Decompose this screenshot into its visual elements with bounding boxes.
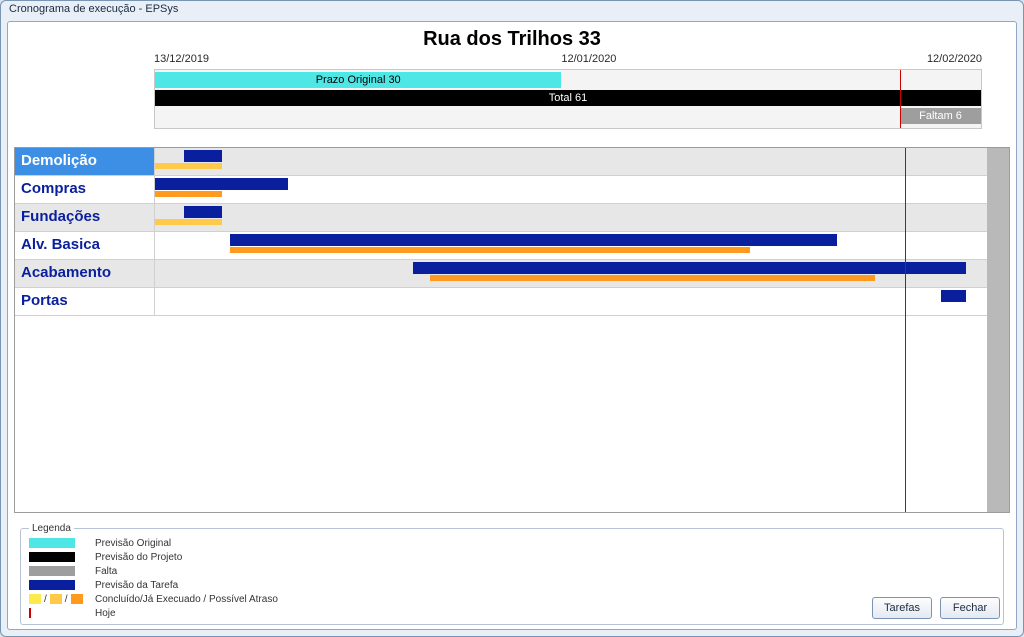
date-label: 12/01/2020 xyxy=(561,53,616,65)
row-track xyxy=(155,148,987,175)
row-label: Compras xyxy=(15,176,155,203)
exec-bar[interactable] xyxy=(230,247,750,253)
row-track xyxy=(155,176,987,203)
window: Cronograma de execução - EPSys Rua dos T… xyxy=(0,0,1024,637)
row-label: Demolição xyxy=(15,148,155,175)
button-row: Tarefas Fechar xyxy=(872,597,1000,619)
project-title: Rua dos Trilhos 33 xyxy=(14,22,1010,51)
task-bar[interactable] xyxy=(184,150,221,162)
legend-swatch xyxy=(71,594,83,604)
legend-text: Previsão do Projeto xyxy=(95,552,182,563)
legend-swatch xyxy=(29,580,75,590)
legend-text: Previsão Original xyxy=(95,538,171,549)
summary-bar-prazo-original: Prazo Original 30 xyxy=(155,72,561,88)
content-pane: Rua dos Trilhos 33 13/12/201912/01/20201… xyxy=(7,21,1017,630)
task-bar[interactable] xyxy=(184,206,221,218)
gantt-row-fundacoes[interactable]: Fundações xyxy=(15,204,987,232)
legend-row: Previsão da Tarefa xyxy=(29,578,995,592)
date-label: 13/12/2019 xyxy=(154,53,209,65)
row-track xyxy=(155,260,987,287)
summary-timeline: 13/12/2019 12/01/2020 12/02/2020 Prazo Ori… xyxy=(14,53,1010,137)
header-area: Rua dos Trilhos 33 13/12/201912/01/20201… xyxy=(14,22,1010,137)
task-bar[interactable] xyxy=(941,290,966,302)
fechar-button[interactable]: Fechar xyxy=(940,597,1000,619)
gantt-inner: DemoliçãoComprasFundaçõesAlv. BasicaAcab… xyxy=(15,148,987,512)
date-label: 12/02/2020 xyxy=(927,53,982,65)
gantt-container[interactable]: DemoliçãoComprasFundaçõesAlv. BasicaAcab… xyxy=(14,147,1010,513)
exec-bar[interactable] xyxy=(430,275,875,281)
legend-title: Legenda xyxy=(29,523,74,534)
legend-text: Falta xyxy=(95,566,117,577)
legend: Legenda Previsão Original Previsão do Pro… xyxy=(8,519,1016,629)
legend-row: //Concluído/Já Execuado / Possível Atras… xyxy=(29,592,995,606)
gantt-row-portas[interactable]: Portas xyxy=(15,288,987,316)
summary-bar-total: Total 61 xyxy=(155,90,981,106)
row-label: Portas xyxy=(15,288,155,315)
today-line-icon xyxy=(905,148,906,512)
exec-bar[interactable] xyxy=(155,191,222,197)
legend-row: Previsão Original xyxy=(29,536,995,550)
scrollbar-gutter[interactable] xyxy=(987,148,1009,512)
window-title: Cronograma de execução - EPSys xyxy=(1,1,1023,21)
task-bar[interactable] xyxy=(230,234,837,246)
gantt-row-acabamento[interactable]: Acabamento xyxy=(15,260,987,288)
today-line-icon xyxy=(900,70,901,128)
row-label: Fundações xyxy=(15,204,155,231)
task-bar[interactable] xyxy=(413,262,966,274)
row-track xyxy=(155,232,987,259)
legend-text: Hoje xyxy=(95,608,116,619)
gantt-row-alv-basica[interactable]: Alv. Basica xyxy=(15,232,987,260)
legend-swatch xyxy=(29,566,75,576)
row-label: Alv. Basica xyxy=(15,232,155,259)
tarefas-button[interactable]: Tarefas xyxy=(872,597,932,619)
legend-swatch xyxy=(29,538,75,548)
legend-row: Hoje xyxy=(29,606,995,620)
exec-bar[interactable] xyxy=(155,219,222,225)
task-bar[interactable] xyxy=(155,178,288,190)
legend-row: Previsão do Projeto xyxy=(29,550,995,564)
row-track xyxy=(155,204,987,231)
legend-text: Previsão da Tarefa xyxy=(95,580,178,591)
gantt-row-demolicao[interactable]: Demolição xyxy=(15,148,987,176)
legend-row: Falta xyxy=(29,564,995,578)
date-labels: 13/12/2019 12/01/2020 12/02/2020 xyxy=(154,53,982,67)
summary-bars: Prazo Original 30 Total 61 Faltam 6 xyxy=(154,69,982,129)
summary-bar-faltam: Faltam 6 xyxy=(900,108,981,124)
gantt-row-compras[interactable]: Compras xyxy=(15,176,987,204)
row-track xyxy=(155,288,987,315)
exec-bar[interactable] xyxy=(155,163,222,169)
legend-text: Concluído/Já Execuado / Possível Atraso xyxy=(95,594,278,605)
legend-swatch xyxy=(29,594,41,604)
legend-swatch xyxy=(29,608,31,618)
legend-swatch xyxy=(29,552,75,562)
legend-swatch xyxy=(50,594,62,604)
row-label: Acabamento xyxy=(15,260,155,287)
